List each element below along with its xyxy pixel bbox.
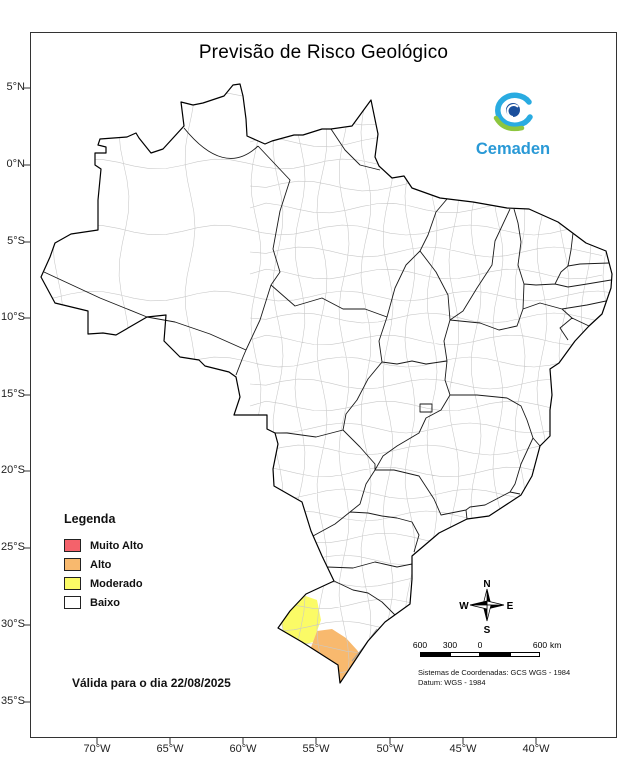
scale-segment	[480, 652, 510, 657]
compass-rose: N W E S	[459, 579, 514, 636]
legend-swatch-baixo	[64, 596, 81, 609]
compass-star	[469, 588, 505, 622]
legend-item: Moderado	[64, 574, 194, 593]
scale-unit: km	[550, 640, 562, 650]
legend-item: Baixo	[64, 593, 194, 612]
lat-label: 15°S	[1, 388, 25, 400]
legend-item: Alto	[64, 555, 194, 574]
legend-swatch-moderado	[64, 577, 81, 590]
validity-text: Válida para o dia 22/08/2025	[72, 676, 231, 690]
lon-label: 55°W	[302, 743, 330, 755]
brazil-fill	[41, 84, 612, 683]
cemaden-logo: Cemaden	[468, 88, 558, 159]
state-borders	[43, 127, 612, 616]
legend: Legenda Muito Alto Alto Moderado Baixo	[64, 512, 194, 612]
cemaden-logo-text: Cemaden	[475, 140, 551, 158]
lat-label: 0°N	[6, 158, 25, 170]
lon-label: 45°W	[449, 743, 477, 755]
legend-label: Baixo	[90, 596, 120, 609]
lon-label: 70°W	[83, 743, 111, 755]
scale-label: 600	[532, 640, 548, 650]
scale-segment	[450, 652, 480, 657]
legend-swatch-alto	[64, 558, 81, 571]
lat-label: 35°S	[1, 695, 25, 707]
scale-segment	[420, 652, 450, 657]
legend-label: Alto	[90, 558, 112, 571]
lat-label: 5°N	[6, 81, 25, 93]
legend-item: Muito Alto	[64, 536, 194, 555]
scale-label: 0	[477, 640, 483, 650]
legend-swatch-muito-alto	[64, 539, 81, 552]
compass-n-label: N	[483, 579, 490, 590]
legend-label: Moderado	[90, 577, 143, 590]
scale-label: 300	[442, 640, 458, 650]
lat-label: 10°S	[1, 311, 25, 323]
axis-ticks	[24, 87, 537, 744]
scale-label: 600	[412, 640, 428, 650]
lon-label: 50°W	[376, 743, 404, 755]
compass-w-label: W	[459, 601, 469, 612]
projection-notes: Sistemas de Coordenadas: GCS WGS - 1984 …	[418, 668, 570, 688]
lat-label: 25°S	[1, 541, 25, 553]
lat-label: 5°S	[7, 235, 25, 247]
lat-label: 20°S	[1, 464, 25, 476]
lon-label: 65°W	[156, 743, 184, 755]
scale-bar: 600 300 0 600 km Sistemas de Coordenadas…	[400, 640, 600, 700]
lon-label: 60°W	[229, 743, 257, 755]
country-border	[40, 83, 613, 684]
page-title: Previsão de Risco Geológico	[198, 42, 449, 63]
scale-segment	[510, 652, 540, 657]
legend-label: Muito Alto	[90, 539, 144, 552]
datum-note: Datum: WGS - 1984	[418, 677, 486, 687]
compass-e-label: E	[507, 601, 514, 612]
lat-label: 30°S	[1, 618, 25, 630]
legend-title: Legenda	[64, 512, 116, 526]
coordinate-system-note: Sistemas de Coordenadas: GCS WGS - 1984	[418, 668, 571, 677]
compass-s-label: S	[484, 625, 491, 636]
cemaden-logo-icon	[493, 92, 533, 132]
lon-label: 40°W	[522, 743, 550, 755]
